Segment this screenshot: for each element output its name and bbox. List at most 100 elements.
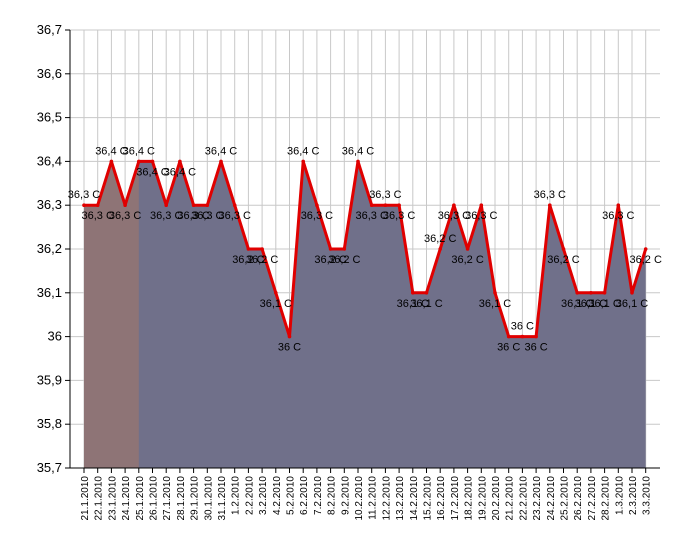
x-tick-label: 2.3.2010 [628, 476, 639, 515]
x-tick-label: 3.3.2010 [642, 476, 653, 515]
data-point [630, 291, 634, 295]
data-point [616, 203, 621, 207]
data-point [424, 291, 429, 295]
x-tick-label: 27.2.2010 [587, 476, 598, 521]
x-tick-label: 31.1.2010 [217, 476, 228, 521]
data-point [123, 203, 127, 207]
data-point [137, 159, 141, 164]
data-label: 36,4 C [205, 145, 237, 157]
x-tick-label: 22.2.2010 [518, 476, 529, 521]
data-point [548, 203, 552, 207]
x-tick-label: 14.2.2010 [409, 476, 420, 521]
data-label: 36,3 C [177, 210, 209, 222]
data-label: 36,4 C [95, 145, 127, 157]
data-label: 36,2 C [232, 254, 264, 266]
data-label: 36,1 C [479, 298, 511, 310]
data-point [465, 247, 470, 251]
data-label: 36,4 C [342, 145, 374, 157]
axes [65, 29, 660, 473]
data-point [315, 203, 319, 207]
data-point [575, 291, 579, 295]
x-tick-label: 16.2.2010 [436, 476, 447, 521]
x-tick-label: 13.2.2010 [395, 476, 406, 521]
x-tick-label: 19.2.2010 [477, 476, 488, 521]
data-point [493, 291, 497, 295]
x-tick-label: 9.2.2010 [340, 476, 351, 515]
y-tick-label: 36,5 [37, 110, 62, 125]
data-point [246, 247, 251, 251]
x-tick-label: 25.2.2010 [560, 476, 571, 521]
data-point [383, 203, 388, 207]
data-point [287, 334, 292, 339]
x-tick-label: 12.2.2010 [381, 476, 392, 521]
y-tick-label: 35,7 [37, 460, 62, 475]
data-label: 36,1 C [561, 298, 593, 310]
data-point [369, 203, 374, 207]
data-point [506, 334, 511, 339]
data-label: 36,2 C [451, 254, 483, 266]
x-tick-labels: 21.1.2010 22.1.2010 23.1.2010 24.1.2010 25.1… [80, 476, 653, 521]
data-point [520, 334, 525, 339]
x-tick-label: 8.2.2010 [327, 476, 338, 515]
data-point [356, 159, 360, 164]
data-label: 36,3 C [465, 210, 497, 222]
x-tick-label: 27.1.2010 [162, 476, 173, 521]
y-tick-label: 36,6 [37, 66, 62, 81]
x-tick-label: 25.1.2010 [135, 476, 146, 521]
data-label: 36,3 C [109, 210, 141, 222]
y-tick-labels: 36,7 36,6 36,5 36,4 36,3 36,2 36,1 36 35,9 35,8 35… [37, 22, 62, 475]
y-tick-label: 35,8 [37, 416, 62, 431]
area-polygon [84, 161, 646, 468]
data-point [342, 247, 347, 251]
data-point [643, 247, 648, 251]
x-tick-label: 6.2.2010 [299, 476, 310, 515]
data-point [452, 203, 456, 207]
data-label: 36,4 C [287, 145, 319, 157]
x-tick-label: 26.2.2010 [573, 476, 584, 521]
series-polyline [84, 159, 648, 339]
data-label: 36,2 C [547, 254, 579, 266]
data-label: 36,3 C [150, 210, 182, 222]
data-label: 36,3 C [383, 210, 415, 222]
data-label: 36,3 C [81, 210, 113, 222]
x-tick-label: 10.2.2010 [354, 476, 365, 521]
x-tick-label: 4.2.2010 [272, 476, 283, 515]
data-point [109, 159, 114, 164]
data-labels: 36,3 C36,3 C36,4 C36,3 C36,4 C36,4 C36,3… [68, 145, 662, 353]
y-tick-label: 36,1 [37, 285, 62, 300]
x-tick-label: 7.2.2010 [313, 476, 324, 515]
x-tick-label: 18.2.2010 [464, 476, 475, 521]
x-tick-label: 5.2.2010 [286, 476, 297, 515]
x-tick-label: 20.2.2010 [491, 476, 502, 521]
area-highlight [84, 161, 139, 468]
x-tick-label: 15.2.2010 [423, 476, 434, 521]
x-tick-label: 3.2.2010 [258, 476, 269, 515]
data-point [561, 247, 566, 251]
x-tick-label: 24.2.2010 [546, 476, 557, 521]
data-point [191, 203, 196, 207]
data-label: 36,3 C [355, 210, 387, 222]
y-tick-label: 36,4 [37, 153, 62, 168]
data-label: 36,1 C [616, 298, 648, 310]
x-tick-label: 22.1.2010 [94, 476, 105, 521]
data-point [219, 159, 223, 164]
data-point [164, 203, 168, 207]
y-tick-label: 36 [48, 329, 62, 344]
y-tick-label: 35,9 [37, 372, 62, 387]
data-point [479, 203, 484, 207]
x-tick-label: 1.2.2010 [231, 476, 242, 515]
data-label: 36,2 C [246, 254, 278, 266]
data-label: 36 C [511, 321, 534, 333]
data-label: 36,3 C [301, 210, 333, 222]
x-tick-label: 2.2.2010 [244, 476, 255, 515]
data-point [205, 203, 210, 207]
data-label: 36,3 C [218, 210, 250, 222]
y-tick-label: 36,3 [37, 197, 62, 212]
data-label: 36 C [278, 342, 301, 354]
data-label: 36,4 C [164, 166, 196, 178]
data-label: 36,2 C [328, 254, 360, 266]
x-tick-label: 21.1.2010 [80, 476, 91, 521]
data-point [438, 247, 443, 251]
data-label: 36,4 C [136, 166, 168, 178]
